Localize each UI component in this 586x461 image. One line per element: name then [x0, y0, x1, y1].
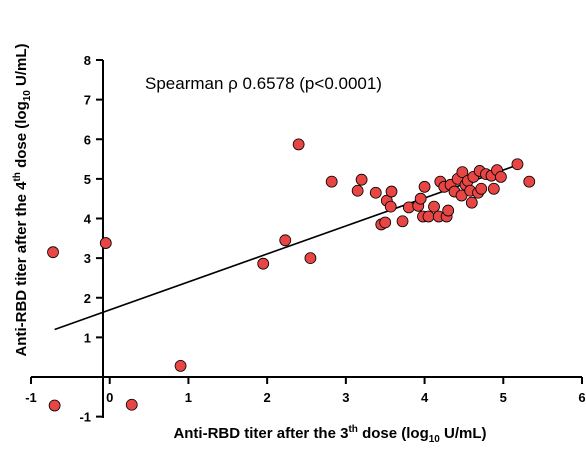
data-point	[442, 204, 455, 217]
y-axis-label-post: U/mL)	[13, 43, 30, 90]
x-tick-label: 1	[185, 390, 192, 405]
data-point	[385, 185, 398, 198]
x-tick-label: 0	[106, 390, 113, 405]
x-axis-label-post: U/mL)	[440, 425, 487, 442]
data-point	[369, 186, 382, 199]
x-tick-label: 2	[264, 390, 271, 405]
x-axis-label-pre: Anti-RBD titer after the 3	[173, 425, 348, 442]
x-tick-label: 5	[500, 390, 507, 405]
data-point	[379, 216, 392, 229]
x-axis-label-sub: 10	[429, 434, 441, 445]
y-axis-label-sub: 10	[22, 90, 33, 102]
y-axis-label-mid: dose (log	[13, 101, 30, 172]
y-tick-label: 2	[84, 291, 91, 306]
data-point	[47, 246, 59, 259]
data-point	[304, 252, 317, 265]
data-point	[422, 210, 435, 223]
x-tick-label: -1	[25, 390, 37, 405]
x-axis-label-mid: dose (log	[358, 425, 429, 442]
data-point	[465, 196, 478, 209]
data-point	[495, 170, 507, 183]
x-tick-label: 6	[578, 390, 585, 405]
data-point	[456, 166, 469, 179]
y-axis-label-pre: Anti-RBD titer after the 4	[13, 181, 30, 357]
y-tick-label: 4	[84, 212, 92, 227]
y-tick-label: 8	[84, 53, 91, 68]
x-tick-label: 4	[421, 390, 429, 405]
x-axis-label-sup: th	[348, 424, 357, 435]
data-point	[475, 182, 488, 195]
data-point	[125, 398, 138, 411]
data-points	[47, 138, 536, 412]
data-point	[174, 360, 187, 372]
data-point	[325, 175, 338, 188]
data-point	[418, 180, 431, 193]
data-point	[428, 200, 440, 213]
annotation: Spearman ρ 0.6578 (p<0.0001)	[145, 74, 382, 93]
data-point	[292, 138, 305, 151]
y-axis-label-sup: th	[12, 172, 23, 181]
y-tick-label: 6	[84, 132, 91, 147]
data-point	[99, 237, 112, 249]
data-point	[384, 200, 397, 213]
data-point	[511, 158, 524, 171]
data-point	[396, 215, 409, 228]
y-tick-label: 3	[84, 251, 91, 266]
y-axis-ticks: -1 1 2 3 4 5 6 7 8	[79, 53, 103, 425]
y-tick-label: 1	[84, 330, 91, 345]
data-point	[257, 257, 270, 270]
x-axis-ticks: -1 0 1 2 3 4 5 6	[25, 377, 586, 405]
data-point	[48, 399, 61, 412]
data-point	[279, 234, 292, 247]
y-tick-label: 5	[84, 172, 91, 187]
data-point	[487, 182, 500, 195]
data-point	[414, 192, 427, 205]
x-tick-label: 3	[342, 390, 349, 405]
data-point	[523, 175, 536, 188]
data-point	[355, 173, 368, 186]
axes	[31, 60, 582, 418]
y-axis-label: Anti-RBD titer after the 4th dose (log10…	[12, 43, 33, 356]
y-tick-label: 7	[84, 93, 91, 108]
x-axis-label: Anti-RBD titer after the 3th dose (log10…	[173, 424, 486, 445]
y-tick-label: -1	[79, 410, 91, 425]
data-point	[351, 184, 364, 197]
